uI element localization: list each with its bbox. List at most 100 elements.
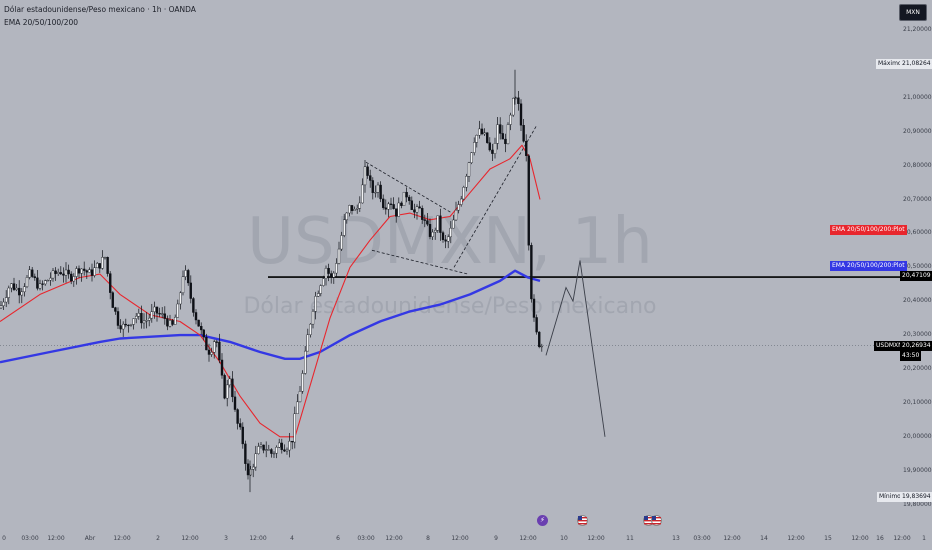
candle-body <box>134 315 138 319</box>
candle-body <box>402 191 406 206</box>
us-flag-icon[interactable] <box>651 515 662 526</box>
time-tick-label: 12:00 <box>181 535 199 542</box>
candle-body <box>244 443 247 464</box>
max-label: Máximo <box>876 59 904 69</box>
candle-body <box>387 203 390 210</box>
candle-body <box>212 341 216 353</box>
symbol-tag: USDMXN <box>874 341 905 351</box>
candle-body <box>41 283 44 285</box>
candle-body <box>361 184 364 204</box>
time-tick-label: 15 <box>824 535 832 542</box>
candle-body <box>538 331 541 347</box>
candle-body <box>202 329 206 338</box>
candle-body <box>72 276 76 282</box>
candle-body <box>280 442 283 450</box>
candle-body <box>525 141 528 156</box>
candle-body <box>384 207 387 210</box>
candle-body <box>31 269 34 277</box>
time-tick-label: 0 <box>2 535 6 542</box>
candle-body <box>192 298 195 313</box>
candle-body <box>168 320 172 327</box>
candle-body <box>59 272 62 275</box>
candle-body <box>449 227 452 238</box>
candle-body <box>410 200 413 210</box>
price-tick-label: 20,30000 <box>903 331 932 339</box>
candle-body <box>179 292 182 305</box>
currency-button[interactable]: MXN <box>899 4 927 21</box>
candle-body <box>278 442 281 448</box>
candle-body <box>62 273 65 276</box>
candle-body <box>44 280 47 285</box>
candle-body <box>25 277 29 287</box>
candle-body <box>0 305 3 309</box>
candle-body <box>147 317 151 321</box>
candle-body <box>488 142 491 151</box>
candle-body <box>465 176 468 188</box>
candle-body <box>324 267 328 279</box>
candle-body <box>457 204 460 211</box>
candle-body <box>376 184 380 193</box>
candle-body <box>228 378 232 386</box>
candle-body <box>371 180 374 193</box>
candle-body <box>189 282 193 299</box>
candle-body <box>504 138 507 145</box>
candle-body <box>340 235 343 250</box>
time-tick-label: 12:00 <box>787 535 805 542</box>
candle-body <box>441 232 445 240</box>
time-tick-label: 12:00 <box>587 535 605 542</box>
candle-body <box>330 273 333 278</box>
flash-event-icon[interactable]: ⚡ <box>537 515 548 526</box>
price-tick-label: 20,10000 <box>903 398 932 406</box>
candle-body <box>527 155 530 246</box>
time-tick-label: 12:00 <box>893 535 911 542</box>
candle-body <box>215 341 219 343</box>
candle-body <box>460 198 463 205</box>
candle-body <box>106 256 109 274</box>
candle-body <box>319 285 322 294</box>
time-tick-label: 9 <box>494 535 498 542</box>
candle-body <box>382 198 385 208</box>
ema-red-label: EMA 20/50/100/200:Plot <box>830 225 907 235</box>
candle-body <box>153 306 156 312</box>
candle-body <box>116 311 120 326</box>
candle-body <box>332 272 335 278</box>
candle-body <box>413 209 416 213</box>
candle-body <box>4 297 8 303</box>
candle-body <box>296 401 299 415</box>
candle-body <box>36 277 39 289</box>
candle-body <box>532 298 536 318</box>
time-tick-label: Abr <box>84 535 96 542</box>
candle-body <box>119 325 122 330</box>
candle-body <box>75 268 78 277</box>
candle-body <box>374 192 377 194</box>
watermark-symbol: USDMXN, 1h <box>247 205 653 279</box>
candle-body <box>353 208 356 211</box>
candle-body <box>454 209 458 221</box>
candle-body <box>140 313 143 324</box>
candle-body <box>88 269 91 273</box>
time-tick-label: 12:00 <box>249 535 267 542</box>
candle-body <box>389 203 393 205</box>
indicator-label[interactable]: EMA 20/50/100/200 <box>4 18 79 27</box>
flag-lower-line <box>371 249 469 275</box>
time-tick-label: 6 <box>336 535 340 542</box>
candle-body <box>337 248 341 264</box>
candle-body <box>186 270 190 284</box>
ema-slow-line <box>0 269 541 364</box>
us-flag-icon[interactable] <box>577 515 588 526</box>
price-tick-label: 19,90000 <box>903 466 932 474</box>
candle-body <box>415 206 419 213</box>
time-tick-label: 12:00 <box>47 535 65 542</box>
candle-body <box>49 277 52 281</box>
symbol-title[interactable]: Dólar estadounidense/Peso mexicano · 1h … <box>4 5 196 14</box>
time-tick-label: 13 <box>672 535 680 542</box>
candle-body <box>491 149 494 154</box>
candle-body <box>38 283 42 289</box>
candle-body <box>108 273 112 293</box>
candle-body <box>322 278 325 286</box>
time-tick-label: 11 <box>626 535 634 542</box>
price-tick-label: 20,40000 <box>903 297 932 305</box>
candle-body <box>205 336 208 351</box>
candle-body <box>439 215 442 233</box>
